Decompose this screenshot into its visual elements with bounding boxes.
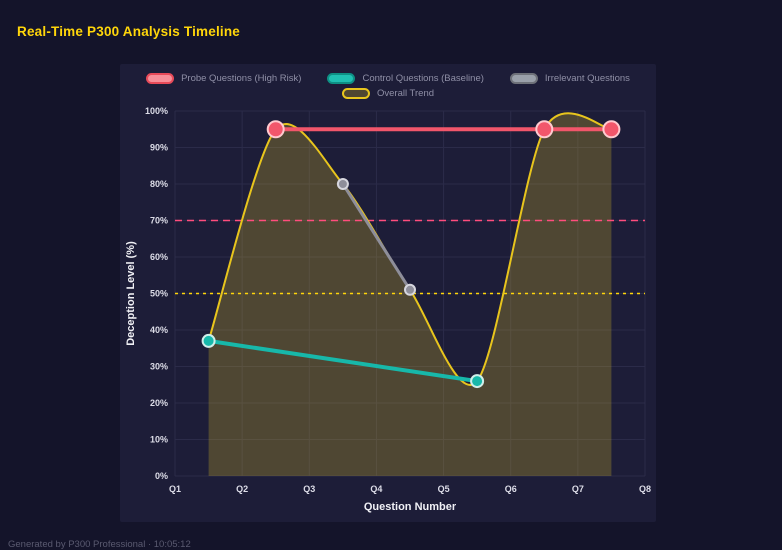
legend-item[interactable]: Irrelevant Questions [509, 73, 630, 84]
svg-text:80%: 80% [150, 179, 168, 189]
legend-row: Overall Trend [341, 88, 435, 99]
legend-row: Probe Questions (High Risk) Control Quest… [146, 73, 630, 84]
svg-text:Q5: Q5 [438, 484, 450, 494]
chart-panel: Probe Questions (High Risk) Control Quest… [120, 64, 656, 522]
svg-text:Q8: Q8 [639, 484, 651, 494]
legend-label: Control Questions (Baseline) [362, 73, 484, 84]
legend-swatch-icon [327, 73, 356, 84]
legend-swatch-icon [509, 73, 538, 84]
svg-text:Q4: Q4 [370, 484, 382, 494]
page-title: Real-Time P300 Analysis Timeline [17, 24, 241, 39]
svg-text:Question Number: Question Number [364, 501, 457, 513]
svg-text:50%: 50% [150, 289, 168, 299]
svg-text:0%: 0% [155, 471, 168, 481]
legend-item[interactable]: Control Questions (Baseline) [327, 73, 484, 84]
legend-item[interactable]: Probe Questions (High Risk) [146, 73, 301, 84]
svg-text:30%: 30% [150, 362, 168, 372]
footer-note: Generated by P300 Professional · 10:05:1… [8, 539, 191, 550]
legend-label: Probe Questions (High Risk) [181, 73, 302, 84]
chart-legend: Probe Questions (High Risk) Control Quest… [120, 64, 656, 99]
svg-text:10%: 10% [150, 435, 168, 445]
legend-label: Irrelevant Questions [544, 73, 630, 84]
svg-text:100%: 100% [145, 106, 168, 116]
legend-swatch-icon [341, 88, 370, 99]
svg-text:Deception Level (%): Deception Level (%) [125, 241, 137, 346]
legend-item[interactable]: Overall Trend [341, 88, 435, 99]
svg-text:Q7: Q7 [572, 484, 584, 494]
timeline-chart: Q1 Q2 Q3 Q4 Q5 Q6 Q7 Q8 0% 10% 20% 30% 40% 50% 60% 70% 8… [125, 106, 651, 513]
legend-swatch-icon [146, 73, 175, 84]
legend-label: Overall Trend [376, 88, 435, 99]
svg-text:70%: 70% [150, 216, 168, 226]
svg-text:Q1: Q1 [169, 484, 181, 494]
svg-text:Q3: Q3 [303, 484, 315, 494]
svg-text:40%: 40% [150, 325, 168, 335]
svg-text:Q2: Q2 [236, 484, 248, 494]
svg-text:20%: 20% [150, 398, 168, 408]
svg-text:90%: 90% [150, 143, 168, 153]
svg-text:Q6: Q6 [505, 484, 517, 494]
svg-text:60%: 60% [150, 252, 168, 262]
